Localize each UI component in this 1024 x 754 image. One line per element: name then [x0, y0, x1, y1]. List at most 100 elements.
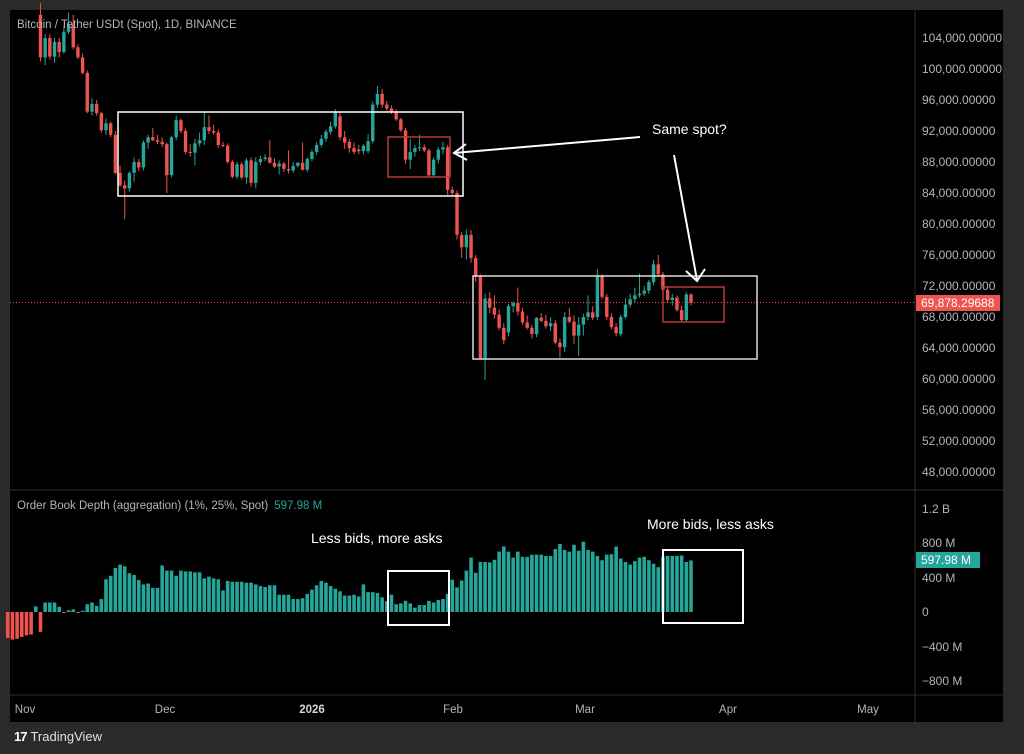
depth-bar [520, 556, 525, 612]
arrow-line [453, 136, 641, 154]
depth-bar [108, 575, 113, 612]
depth-bar [647, 560, 651, 612]
candle-body [445, 147, 450, 190]
depth-bar [342, 595, 347, 612]
candle-body [361, 145, 366, 152]
depth-bar [94, 605, 99, 612]
candle-body [464, 234, 469, 248]
depth-bar [539, 554, 544, 612]
indicator-axis-label: −800 M [922, 674, 963, 688]
symbol-title[interactable]: Bitcoin / Tether USDt (Spot), 1D, BINANC… [17, 19, 237, 31]
candle-body [389, 108, 394, 112]
depth-bar [595, 555, 600, 612]
depth-bar [506, 551, 511, 612]
candle-body [651, 264, 656, 283]
time-axis-label: Feb [443, 704, 463, 716]
candle-body [296, 162, 300, 166]
candle-body [314, 144, 319, 152]
depth-bar [665, 555, 670, 612]
depth-bar [230, 581, 235, 612]
annotation-more-bids: More bids, less asks [647, 516, 774, 532]
depth-bar [136, 580, 141, 612]
candle-body [506, 306, 511, 333]
candle-body [174, 120, 178, 138]
candle-body [633, 295, 637, 300]
candle-body [146, 137, 150, 143]
depth-bar [5, 612, 10, 638]
candle-body [385, 104, 389, 109]
depth-bar [90, 602, 94, 612]
candle-body [188, 151, 192, 153]
depth-bar [258, 586, 263, 612]
price-axis-label: 84,000.00000 [922, 186, 996, 200]
candle-body [422, 147, 426, 151]
price-axis-label: 104,000.00000 [922, 31, 1003, 45]
candle-body [539, 317, 543, 321]
indicator-legend[interactable]: Order Book Depth (aggregation) (1%, 25%,… [17, 500, 322, 512]
depth-bar [399, 603, 403, 612]
depth-bar [413, 607, 417, 612]
candle-body [567, 317, 572, 322]
depth-bar [324, 582, 328, 612]
depth-bar [590, 551, 595, 612]
candle-body [492, 307, 497, 315]
indicator-axis-label: −400 M [922, 639, 963, 654]
candle-body [642, 290, 646, 294]
candle-body [342, 137, 347, 143]
depth-bar [637, 557, 642, 612]
time-axis-label: Mar [575, 704, 595, 716]
candle-body [459, 234, 464, 248]
candle-body [282, 163, 286, 169]
depth-bar [356, 596, 361, 612]
candle-body [108, 123, 113, 135]
candle-body [591, 312, 595, 318]
depth-bar [122, 566, 127, 612]
candle-body [380, 93, 384, 105]
candle-body [436, 149, 440, 160]
candle-body [478, 276, 483, 359]
candle-body [127, 172, 132, 189]
candle-body [661, 274, 665, 290]
candle-body [305, 158, 309, 170]
depth-bar [380, 597, 384, 612]
candle-body [249, 160, 253, 183]
indicator-title: Order Book Depth (aggregation) (1%, 25%,… [17, 500, 269, 512]
depth-bar [516, 551, 520, 612]
depth-bar [333, 588, 338, 612]
depth-bar [469, 557, 473, 612]
candle-body [572, 321, 576, 336]
depth-bar [34, 606, 38, 612]
depth-bar [497, 551, 501, 612]
time-axis-label: Dec [154, 704, 176, 716]
depth-bar [502, 546, 506, 612]
candle-body [160, 141, 164, 145]
candle-body [38, 14, 43, 58]
highlight-box-upper [387, 136, 451, 178]
time-axis-label: 2026 [299, 704, 325, 716]
candle-body [324, 131, 328, 139]
candle-body [193, 143, 197, 153]
price-axis-label: 72,000.00000 [922, 279, 996, 293]
candle-body [94, 103, 99, 114]
candle-body [230, 162, 235, 177]
candle-body [291, 165, 295, 171]
candle-body [665, 289, 670, 300]
indicator-axis-label: 0 [922, 605, 929, 619]
candle-body [197, 140, 202, 144]
depth-bar [558, 543, 562, 612]
depth-bar [642, 556, 646, 612]
time-axis-label: Nov [14, 704, 36, 716]
candle-body [263, 157, 267, 159]
range-box-lower [472, 275, 758, 360]
candle-body [99, 113, 104, 131]
candle-body [502, 327, 506, 341]
depth-bar [600, 560, 604, 612]
candle-body [647, 282, 651, 291]
footer-brand[interactable]: 17 TradingView [14, 729, 102, 744]
candle-body [165, 144, 169, 176]
annotation-less-bids: Less bids, more asks [311, 530, 443, 546]
depth-bar [370, 592, 375, 612]
candle-body [637, 293, 642, 296]
depth-bar [300, 598, 305, 612]
